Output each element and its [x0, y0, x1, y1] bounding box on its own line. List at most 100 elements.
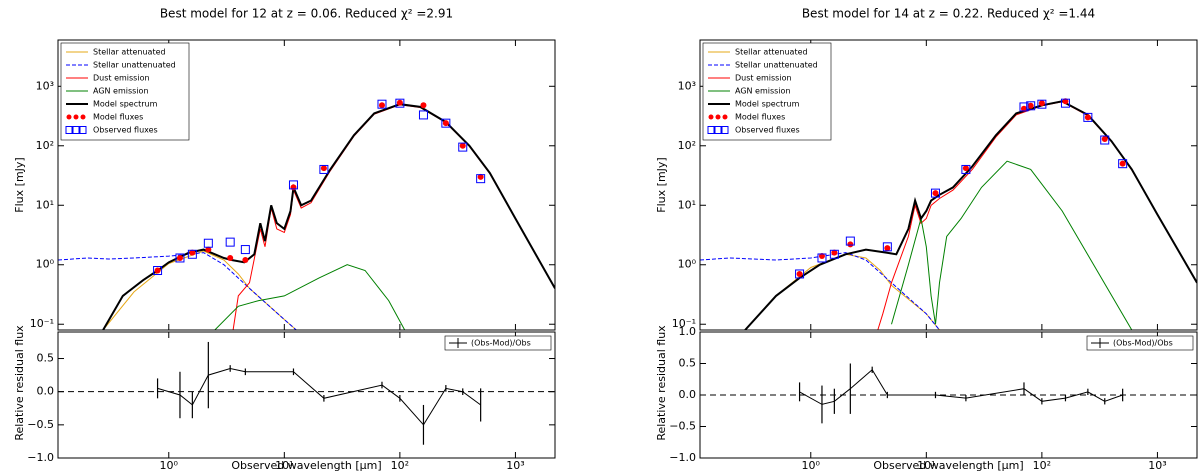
- observed-flux: [288, 180, 298, 190]
- observed-flux: [1037, 99, 1047, 109]
- sed-curve: [102, 103, 555, 330]
- x-tick-label: 10³: [506, 459, 524, 472]
- model-flux: [1027, 102, 1034, 109]
- x-tick-label: 10³: [1148, 459, 1166, 472]
- model-flux: [884, 245, 891, 252]
- residual-y-tick-label: 0.5: [37, 352, 55, 365]
- legend-swatch: [65, 126, 73, 134]
- x-axis-title: Observed wavelength [μm]: [873, 459, 1023, 472]
- residual-legend-box: [1086, 335, 1194, 351]
- legend-swatch: [72, 126, 80, 134]
- observed-flux: [1060, 98, 1070, 108]
- sed-curve: [891, 160, 1133, 330]
- residual-y-tick-label: −1.0: [27, 451, 54, 464]
- model-flux: [847, 241, 854, 248]
- residual-y-tick-label: 0.5: [679, 357, 697, 370]
- model-flux: [818, 253, 825, 260]
- residual-area: [58, 341, 555, 445]
- observed-flux: [845, 236, 855, 246]
- residual-line: [799, 369, 1123, 405]
- legend-label: Model fluxes: [93, 113, 143, 122]
- residual-axis-title: Relative residual flux: [655, 325, 668, 441]
- legend-label: Stellar unattenuated: [93, 61, 176, 70]
- x-tick-label: 10⁰: [160, 459, 179, 472]
- model-flux: [396, 99, 403, 106]
- x-tick-label: 10²: [1033, 459, 1051, 472]
- residual-y-tick-label: 0.0: [37, 385, 55, 398]
- observed-flux: [458, 142, 468, 152]
- residual-legend-label: (Obs-Mod)/Obs: [471, 339, 531, 348]
- model-flux: [1062, 98, 1069, 105]
- observed-flux: [377, 99, 387, 109]
- plot-area: [58, 98, 555, 330]
- residual-y-tick-label: −0.5: [669, 420, 696, 433]
- observed-flux: [476, 174, 486, 184]
- y-tick-label: 10¹: [36, 198, 54, 211]
- observed-flux: [1019, 102, 1029, 112]
- legend-swatch: [80, 114, 86, 120]
- observed-flux: [1100, 135, 1110, 145]
- x-tick-label: 10⁰: [802, 459, 821, 472]
- sed-curve: [744, 253, 940, 330]
- observed-flux: [418, 110, 428, 120]
- observed-flux: [225, 237, 235, 247]
- sed-curve: [58, 252, 298, 330]
- observed-flux: [1083, 112, 1093, 122]
- model-flux: [831, 249, 838, 256]
- x-tick-label: 10¹: [917, 459, 935, 472]
- legend-swatch: [708, 114, 714, 120]
- y-tick-label: 10³: [678, 79, 696, 92]
- residual-axes-frame: [57, 331, 556, 459]
- legend-label: Dust emission: [93, 74, 150, 83]
- model-flux: [205, 246, 212, 253]
- legend-label: AGN emission: [735, 87, 791, 96]
- y-tick-label: 10⁰: [678, 258, 697, 271]
- observed-flux: [319, 164, 329, 174]
- observed-flux: [817, 253, 827, 263]
- legend-label: Stellar unattenuated: [735, 61, 818, 70]
- legend-swatch: [714, 126, 722, 134]
- y-tick-label: 10⁰: [36, 258, 55, 271]
- model-flux: [477, 173, 484, 180]
- model-flux: [242, 257, 249, 264]
- observed-flux: [240, 245, 250, 255]
- model-flux: [1084, 114, 1091, 121]
- model-flux: [154, 267, 161, 274]
- y-axis-title: Flux [mJy]: [13, 157, 26, 212]
- model-flux: [320, 165, 327, 172]
- model-flux: [420, 102, 427, 109]
- legend-swatch: [66, 114, 72, 120]
- observed-flux: [175, 253, 185, 263]
- residual-area: [700, 363, 1197, 424]
- legend-swatch: [707, 126, 715, 134]
- y-tick-label: 10²: [36, 139, 54, 152]
- observed-flux: [795, 269, 805, 279]
- model-flux: [378, 102, 385, 109]
- legend-swatch: [715, 114, 721, 120]
- x-tick-label: 10²: [391, 459, 409, 472]
- plot-area: [700, 98, 1197, 330]
- y-tick-label: 10³: [36, 79, 54, 92]
- model-flux: [1101, 135, 1108, 142]
- legend-label: Model spectrum: [93, 100, 158, 109]
- observed-flux: [203, 238, 213, 248]
- legend-swatch: [79, 126, 87, 134]
- legend-label: AGN emission: [93, 87, 149, 96]
- residual-legend-label: (Obs-Mod)/Obs: [1113, 339, 1173, 348]
- model-flux: [290, 184, 297, 191]
- y-axis-title: Flux [mJy]: [655, 157, 668, 212]
- observed-flux: [153, 266, 163, 276]
- observed-flux: [930, 188, 940, 198]
- model-flux: [189, 249, 196, 256]
- legend-label: Model fluxes: [735, 113, 785, 122]
- observed-flux: [1026, 101, 1036, 111]
- model-flux: [227, 254, 234, 261]
- axes-frame: [57, 39, 556, 331]
- legend-label: Model spectrum: [735, 100, 800, 109]
- sed-curve: [877, 101, 1197, 330]
- observed-flux: [441, 118, 451, 128]
- model-flux: [962, 165, 969, 172]
- y-tick-label: 10⁻¹: [672, 317, 696, 330]
- legend-label: Dust emission: [735, 74, 792, 83]
